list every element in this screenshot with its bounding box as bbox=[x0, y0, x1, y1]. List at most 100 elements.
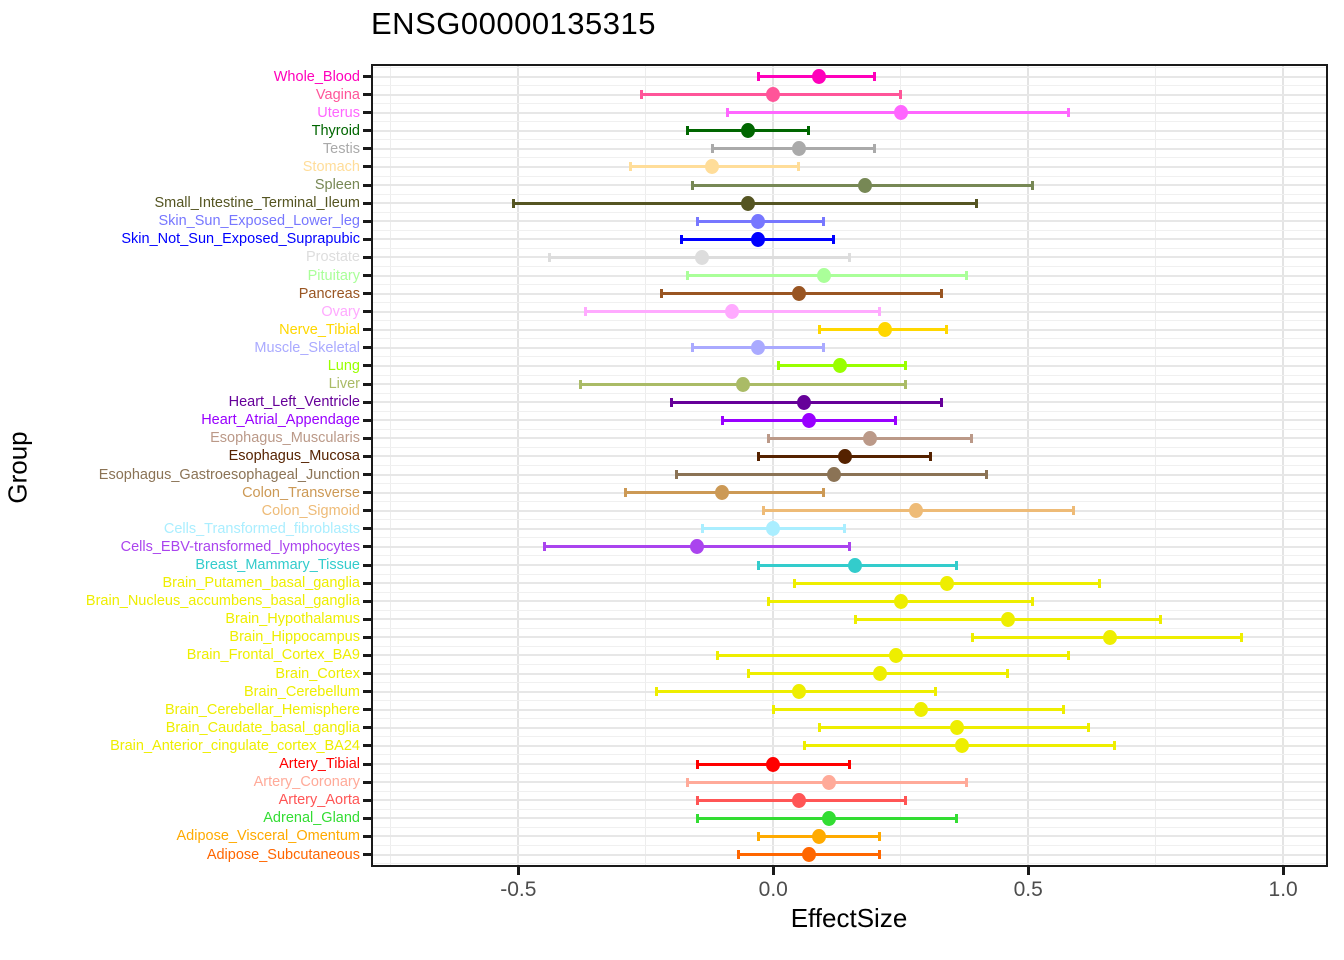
x-axis-tick-label: 1.0 bbox=[1268, 878, 1298, 901]
y-axis-tick bbox=[363, 780, 371, 784]
error-bar-cap-high bbox=[873, 72, 877, 81]
x-axis-tick-label: 0.5 bbox=[1013, 878, 1043, 901]
major-gridline-horizontal bbox=[373, 527, 1326, 530]
error-bar-cap-high bbox=[847, 759, 851, 769]
tissue-label: Nerve_Tibial bbox=[279, 321, 360, 338]
error-bar-cap-high bbox=[934, 687, 938, 697]
tissue-label: Brain_Nucleus_accumbens_basal_ganglia bbox=[85, 593, 360, 610]
y-axis-tick bbox=[363, 400, 371, 404]
error-bar-cap-high bbox=[842, 524, 846, 534]
minor-gridline-horizontal bbox=[373, 664, 1326, 666]
tissue-label: Cells_EBV-transformed_lymphocytes bbox=[120, 538, 360, 555]
minor-gridline-horizontal bbox=[373, 844, 1326, 846]
error-bar-cap-high bbox=[1031, 180, 1035, 190]
tissue-label: Cells_Transformed_fibroblasts bbox=[163, 520, 360, 537]
x-axis-title: EffectSize bbox=[790, 903, 908, 933]
error-bar-cap-low bbox=[726, 108, 730, 118]
error-bar-cap-low bbox=[639, 90, 643, 100]
tissue-label: Ovary bbox=[321, 303, 360, 320]
error-bar-cap-low bbox=[547, 252, 551, 262]
error-bar-cap-low bbox=[695, 216, 699, 226]
y-axis-tick bbox=[363, 382, 371, 386]
point-estimate bbox=[812, 828, 827, 844]
error-bar-cap-low bbox=[542, 542, 546, 552]
point-estimate bbox=[791, 141, 806, 157]
y-axis-tick bbox=[363, 509, 371, 513]
minor-gridline-horizontal bbox=[373, 356, 1326, 358]
y-axis-tick bbox=[363, 527, 371, 531]
error-bar-cap-low bbox=[624, 488, 628, 498]
error-bar-cap-high bbox=[878, 850, 882, 859]
point-estimate bbox=[878, 322, 893, 338]
point-estimate bbox=[909, 503, 924, 519]
x-axis-tick bbox=[1026, 867, 1030, 875]
plot-title: ENSG00000135315 bbox=[371, 6, 657, 41]
point-estimate bbox=[705, 159, 720, 175]
x-axis-tick-label: -0.5 bbox=[500, 878, 537, 901]
tissue-label: Heart_Left_Ventricle bbox=[228, 394, 360, 411]
point-estimate bbox=[837, 448, 852, 464]
tissue-label: Testis bbox=[322, 140, 360, 157]
minor-gridline-horizontal bbox=[373, 121, 1326, 123]
point-estimate bbox=[689, 539, 704, 555]
major-gridline-horizontal bbox=[373, 238, 1326, 241]
y-axis-tick bbox=[363, 708, 371, 712]
point-estimate bbox=[893, 593, 908, 609]
point-estimate bbox=[893, 105, 908, 121]
point-estimate bbox=[766, 87, 781, 103]
point-estimate bbox=[750, 213, 765, 229]
error-bar-cap-low bbox=[971, 632, 975, 642]
x-axis-tick bbox=[771, 867, 775, 875]
y-axis-tick bbox=[363, 292, 371, 296]
point-estimate bbox=[796, 394, 811, 410]
point-estimate bbox=[740, 123, 755, 139]
error-bar-cap-low bbox=[685, 126, 689, 136]
minor-gridline-horizontal bbox=[373, 465, 1326, 466]
y-axis-tick bbox=[363, 762, 371, 766]
error-bar-cap-high bbox=[965, 777, 969, 787]
error-bar-cap-high bbox=[1067, 650, 1070, 660]
minor-gridline-horizontal bbox=[373, 410, 1326, 412]
error-bar-cap-low bbox=[578, 379, 582, 389]
tissue-label: Small_Intestine_Terminal_Ileum bbox=[154, 195, 360, 212]
tissue-label: Brain_Anterior_cingulate_cortex_BA24 bbox=[110, 737, 360, 754]
error-bar-cap-high bbox=[873, 144, 877, 154]
point-estimate bbox=[863, 430, 878, 446]
tissue-label: Muscle_Skeletal bbox=[254, 339, 360, 356]
point-estimate bbox=[791, 684, 806, 700]
error-bar-cap-low bbox=[762, 506, 766, 516]
error-bar-cap-high bbox=[893, 415, 897, 425]
tissue-label: Skin_Not_Sun_Exposed_Suprapubic bbox=[121, 231, 360, 248]
y-axis-tick bbox=[363, 635, 371, 639]
tissue-label: Esophagus_Mucosa bbox=[228, 448, 360, 465]
minor-gridline-horizontal bbox=[373, 175, 1326, 177]
minor-gridline-horizontal bbox=[373, 736, 1326, 738]
error-bar-cap-high bbox=[1005, 669, 1009, 679]
error-bar-cap-high bbox=[878, 831, 882, 841]
y-axis-tick bbox=[363, 237, 371, 241]
point-estimate bbox=[817, 268, 832, 284]
error-bar-cap-low bbox=[675, 470, 679, 480]
y-axis-tick bbox=[363, 563, 371, 567]
error-bar-cap-high bbox=[1112, 741, 1116, 751]
tissue-label: Artery_Aorta bbox=[278, 792, 360, 809]
error-bar-cap-high bbox=[898, 90, 902, 100]
point-estimate bbox=[914, 702, 929, 718]
error-bar-cap-low bbox=[818, 723, 822, 733]
error-bar-cap-low bbox=[721, 415, 725, 425]
minor-gridline-horizontal bbox=[373, 66, 1326, 68]
point-estimate bbox=[873, 666, 888, 682]
y-axis-tick bbox=[363, 690, 371, 694]
error-bar-cap-high bbox=[1087, 723, 1091, 733]
error-bar-cap-high bbox=[985, 470, 989, 480]
tissue-label: Whole_Blood bbox=[273, 68, 360, 85]
point-estimate bbox=[847, 557, 862, 573]
point-estimate bbox=[858, 177, 873, 193]
y-axis-tick bbox=[363, 491, 371, 495]
tissue-label: Esophagus_Gastroesophageal_Junction bbox=[98, 466, 360, 483]
y-axis-tick bbox=[363, 129, 371, 133]
error-bar-cap-high bbox=[796, 162, 800, 172]
y-axis-tick bbox=[363, 310, 371, 314]
minor-gridline-horizontal bbox=[373, 446, 1326, 448]
minor-gridline-horizontal bbox=[373, 609, 1326, 611]
